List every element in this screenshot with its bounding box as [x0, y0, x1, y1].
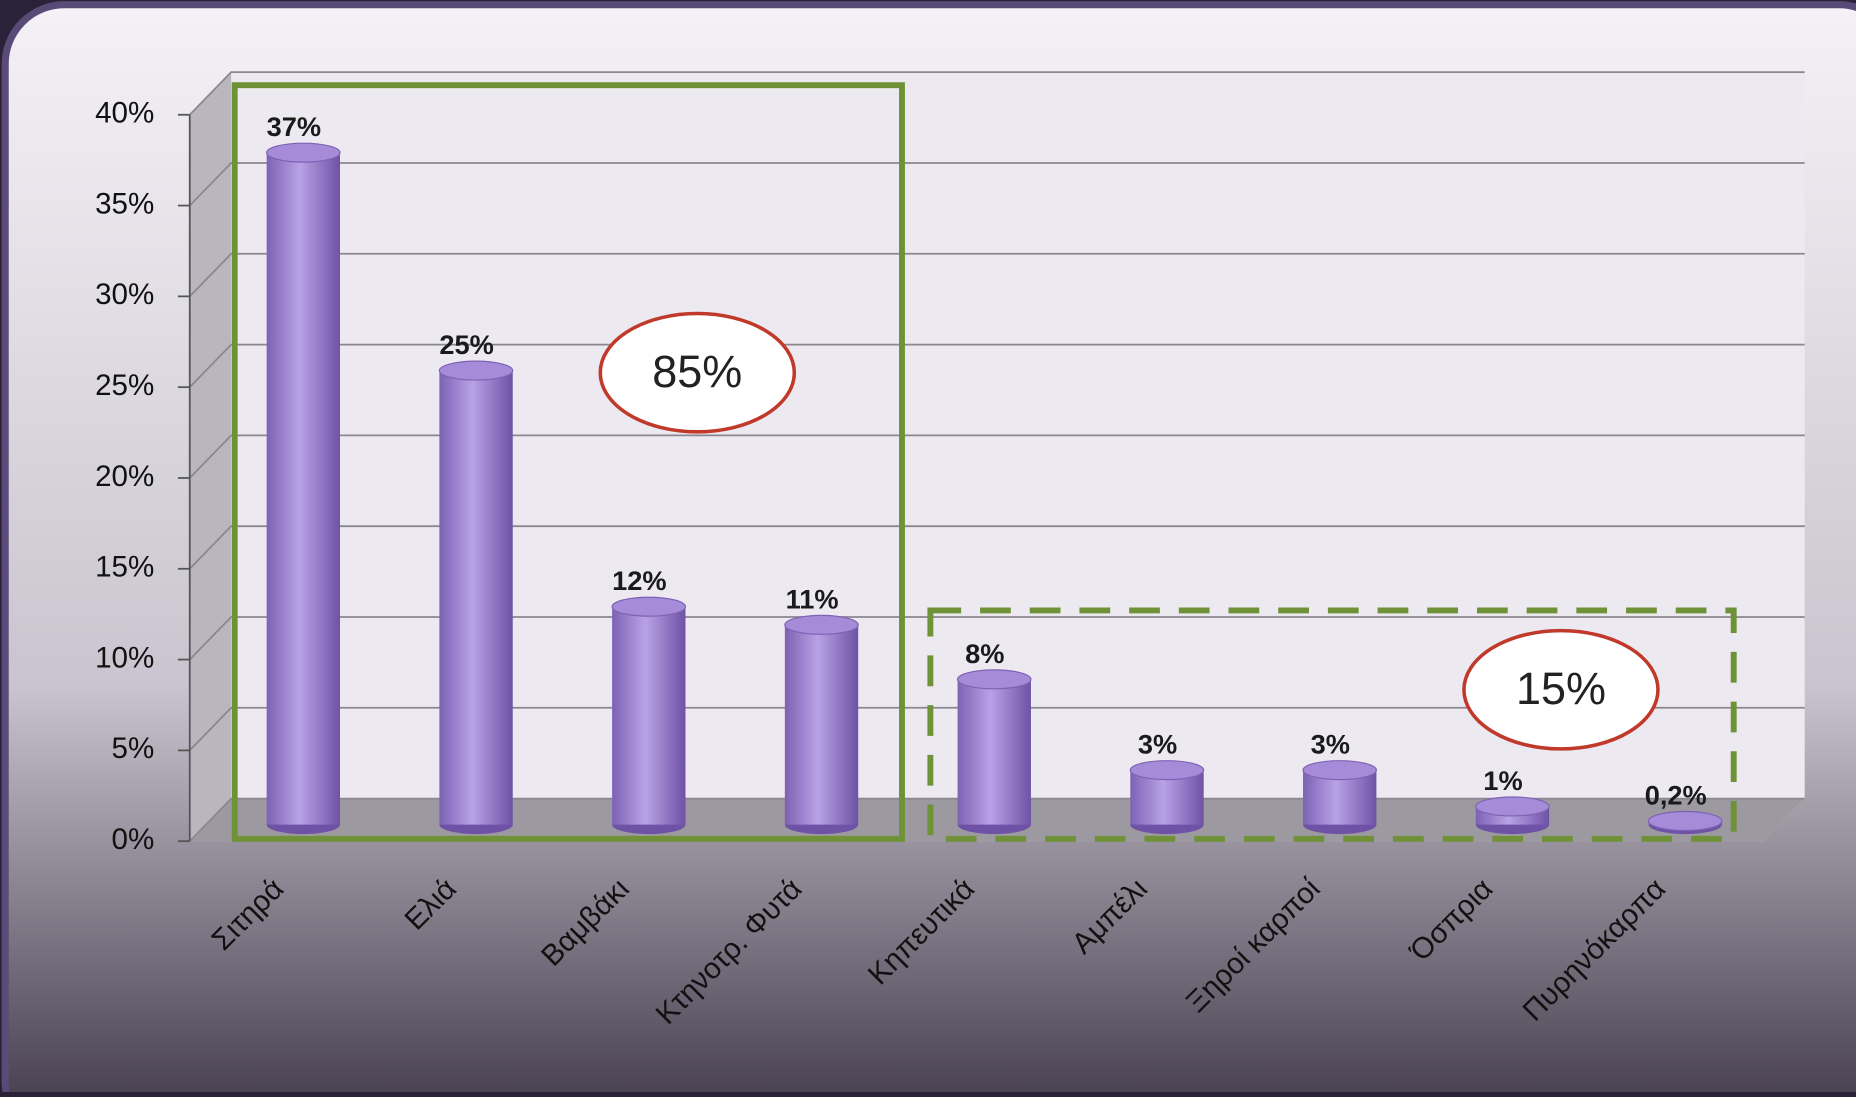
bar-top	[1302, 760, 1377, 781]
bar-top	[1475, 796, 1550, 817]
annotation-bubble	[598, 311, 797, 434]
grid-line	[189, 706, 1805, 751]
bar	[956, 669, 1032, 835]
y-tick-label: 5%	[112, 732, 155, 765]
y-tick-label: 35%	[95, 187, 154, 220]
y-tick-label: 20%	[95, 460, 154, 493]
y-tick-label: 25%	[95, 369, 154, 402]
bar	[1647, 810, 1723, 835]
bar	[611, 596, 687, 835]
bar	[784, 614, 859, 835]
grid-line	[189, 252, 1805, 297]
grid-line	[189, 343, 1805, 388]
grid-line	[189, 434, 1805, 479]
bar-top	[438, 360, 514, 381]
bar-top	[611, 596, 687, 617]
group-box	[231, 82, 905, 842]
y-tick-label: 15%	[95, 551, 154, 584]
bar-body	[612, 606, 686, 825]
grid-line	[189, 71, 1805, 116]
value-label: 0,2%	[1645, 780, 1707, 811]
bar-top	[1647, 810, 1723, 832]
value-label: 12%	[612, 565, 666, 596]
grid-line	[189, 616, 1805, 661]
grid-line	[189, 162, 1805, 207]
y-tick-label: 40%	[95, 97, 154, 130]
value-label: 3%	[1311, 729, 1350, 760]
bar-top	[784, 614, 859, 635]
bar-body	[957, 679, 1031, 825]
bar-body	[439, 370, 513, 825]
bar-body	[784, 624, 859, 825]
value-label: 11%	[786, 583, 839, 614]
value-label: 25%	[439, 329, 493, 360]
bar	[266, 142, 341, 835]
bar-top	[1129, 760, 1205, 781]
annotation-bubble	[1462, 628, 1660, 751]
bar-top	[956, 669, 1032, 690]
grid-line	[189, 525, 1805, 570]
bar	[1475, 796, 1550, 835]
bar	[438, 360, 514, 835]
bar	[1302, 760, 1377, 835]
y-tick-label: 0%	[112, 823, 155, 856]
bar	[1129, 760, 1205, 835]
y-tick-label: 10%	[95, 641, 154, 674]
annotation: 15%	[1516, 663, 1606, 714]
bar-top	[266, 142, 341, 163]
value-label: 3%	[1138, 729, 1177, 760]
group-box-dashed	[927, 607, 1737, 842]
value-label: 1%	[1483, 765, 1522, 796]
y-tick-label: 30%	[95, 278, 154, 311]
bar-body	[266, 152, 340, 825]
plot-wall	[189, 70, 1805, 842]
grid-line	[189, 797, 1805, 842]
value-label: 37%	[267, 111, 321, 142]
value-label: 8%	[965, 638, 1004, 669]
annotation: 85%	[652, 346, 742, 397]
